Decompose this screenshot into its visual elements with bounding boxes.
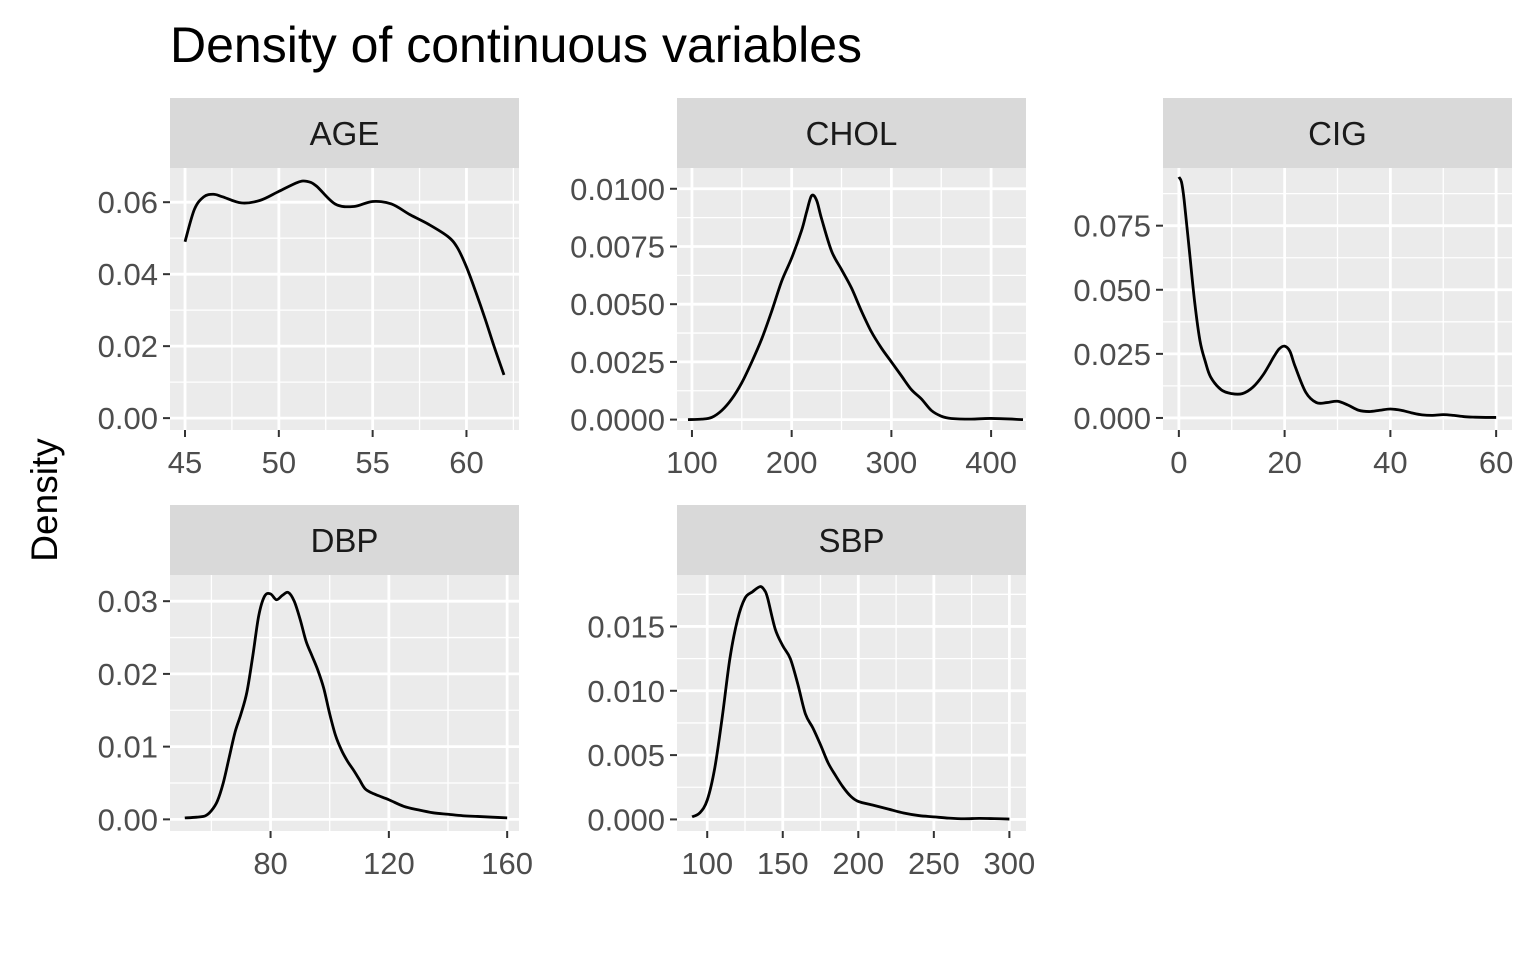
y-tick-label: 0.00 xyxy=(98,802,158,837)
panel-age: AGE 45 50 55 60 0.00 0.02 0.04 0.06 xyxy=(98,98,519,480)
x-tick-label: 0 xyxy=(1170,445,1187,480)
strip-label-chol: CHOL xyxy=(806,115,898,152)
panel-background-age xyxy=(170,168,519,430)
x-tick-label: 200 xyxy=(766,445,818,480)
x-tick-label: 100 xyxy=(681,846,733,881)
y-tick-label: 0.005 xyxy=(587,738,665,773)
x-tick-label: 60 xyxy=(1479,445,1513,480)
x-tick-label: 80 xyxy=(253,846,287,881)
strip-label-sbp: SBP xyxy=(818,522,884,559)
y-tick-label: 0.0050 xyxy=(570,287,665,322)
y-tick-label: 0.075 xyxy=(1073,209,1151,244)
x-tick-label: 200 xyxy=(832,846,884,881)
y-tick-label: 0.02 xyxy=(98,329,158,364)
y-tick-label: 0.025 xyxy=(1073,337,1151,372)
panel-background-dbp xyxy=(170,575,519,831)
x-tick-label: 150 xyxy=(757,846,809,881)
y-tick-label: 0.04 xyxy=(98,257,158,292)
strip-dbp xyxy=(170,505,519,575)
strip-cig xyxy=(1163,98,1512,168)
y-tick-label: 0.000 xyxy=(587,802,665,837)
strip-sbp xyxy=(677,505,1026,575)
y-tick-label: 0.015 xyxy=(587,609,665,644)
x-tick-label: 120 xyxy=(363,846,415,881)
x-tick-label: 40 xyxy=(1373,445,1407,480)
x-tick-label: 300 xyxy=(984,846,1036,881)
x-tick-label: 55 xyxy=(355,445,389,480)
y-tick-label: 0.01 xyxy=(98,730,158,765)
y-tick-label: 0.03 xyxy=(98,584,158,619)
panel-dbp: DBP 80 120 160 0.00 0.01 0.02 0.03 xyxy=(98,505,533,881)
strip-chol xyxy=(677,98,1026,168)
x-tick-label: 20 xyxy=(1267,445,1301,480)
y-tick-label: 0.02 xyxy=(98,657,158,692)
panel-background-chol xyxy=(677,168,1026,430)
y-tick-label: 0.06 xyxy=(98,185,158,220)
y-tick-label: 0.0075 xyxy=(570,229,665,264)
x-tick-label: 400 xyxy=(965,445,1017,480)
density-line-dbp xyxy=(184,590,508,820)
density-line-chol xyxy=(687,193,1024,422)
y-tick-label: 0.010 xyxy=(587,674,665,709)
y-tick-label: 0.050 xyxy=(1073,273,1151,308)
x-tick-label: 160 xyxy=(481,846,533,881)
y-tick-label: 0.0025 xyxy=(570,345,665,380)
panel-cig: CIG 0 20 40 60 0.000 0.025 0.050 0.075 xyxy=(1073,98,1513,480)
x-tick-label: 60 xyxy=(449,445,483,480)
x-tick-label: 100 xyxy=(666,445,718,480)
panel-background-sbp xyxy=(677,575,1026,831)
x-tick-label: 250 xyxy=(908,846,960,881)
density-line-cig xyxy=(1177,176,1497,419)
density-line-sbp xyxy=(691,585,1010,821)
panel-chol: CHOL 100 200 300 400 0.0000 0.0025 0.0050 0.0075… xyxy=(570,98,1026,480)
x-tick-label: 300 xyxy=(866,445,918,480)
x-tick-label: 45 xyxy=(168,445,202,480)
chart-title: Density of continuous variables xyxy=(170,17,862,73)
panel-sbp: SBP 100 150 200 250 300 0.000 0.005 0.010 0.015 xyxy=(587,505,1035,881)
strip-label-dbp: DBP xyxy=(311,522,379,559)
x-tick-label: 50 xyxy=(262,445,296,480)
y-tick-label: 0.0100 xyxy=(570,172,665,207)
y-axis-label: Density xyxy=(24,438,65,562)
y-tick-label: 0.00 xyxy=(98,401,158,436)
density-line-age xyxy=(183,179,506,376)
strip-label-age: AGE xyxy=(310,115,380,152)
strip-label-cig: CIG xyxy=(1308,115,1367,152)
y-tick-label: 0.0000 xyxy=(570,403,665,438)
y-tick-label: 0.000 xyxy=(1073,401,1151,436)
strip-age xyxy=(170,98,519,168)
